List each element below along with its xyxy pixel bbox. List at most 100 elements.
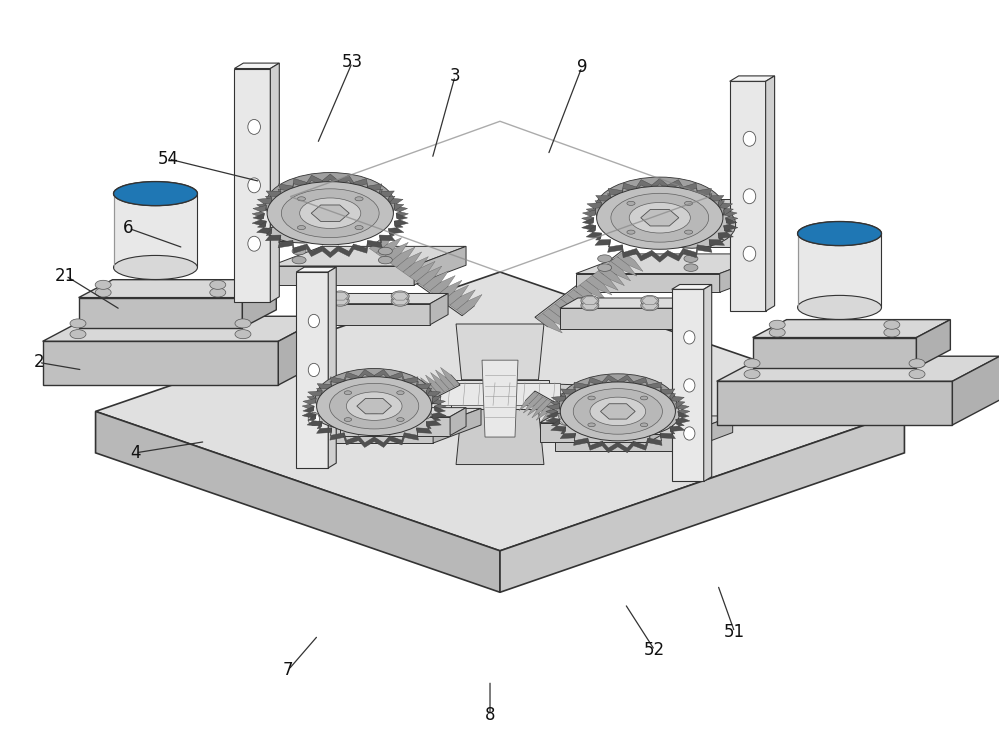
Polygon shape [436, 280, 462, 300]
Polygon shape [376, 238, 402, 258]
Polygon shape [525, 391, 578, 425]
Ellipse shape [400, 409, 414, 417]
Ellipse shape [652, 214, 668, 222]
Ellipse shape [297, 226, 306, 230]
Ellipse shape [769, 328, 785, 337]
Polygon shape [549, 384, 618, 405]
Ellipse shape [640, 423, 648, 427]
Ellipse shape [909, 359, 925, 368]
Ellipse shape [70, 330, 86, 339]
Ellipse shape [684, 379, 695, 392]
Polygon shape [730, 82, 766, 311]
Ellipse shape [359, 409, 377, 420]
Polygon shape [595, 233, 610, 245]
Polygon shape [586, 276, 612, 295]
Ellipse shape [344, 418, 352, 421]
Polygon shape [426, 391, 441, 403]
Polygon shape [265, 229, 281, 241]
Polygon shape [582, 217, 596, 231]
Ellipse shape [114, 182, 197, 205]
Polygon shape [551, 396, 566, 408]
Ellipse shape [798, 221, 881, 245]
Polygon shape [952, 356, 1000, 425]
Polygon shape [392, 297, 408, 305]
Polygon shape [404, 377, 418, 389]
Polygon shape [648, 433, 662, 445]
Ellipse shape [640, 396, 648, 400]
Polygon shape [457, 294, 482, 315]
Polygon shape [604, 392, 679, 435]
Polygon shape [535, 251, 635, 327]
Polygon shape [307, 414, 322, 427]
Polygon shape [435, 370, 454, 389]
Polygon shape [338, 244, 354, 257]
Polygon shape [482, 360, 518, 437]
Ellipse shape [297, 197, 306, 201]
Polygon shape [426, 375, 444, 394]
Ellipse shape [235, 319, 251, 328]
Polygon shape [559, 412, 575, 420]
Polygon shape [340, 408, 466, 417]
Polygon shape [540, 404, 560, 423]
Polygon shape [668, 180, 683, 193]
Polygon shape [670, 419, 685, 431]
Ellipse shape [685, 230, 693, 234]
Polygon shape [360, 406, 376, 414]
Ellipse shape [397, 391, 404, 395]
Polygon shape [536, 402, 555, 421]
Polygon shape [567, 290, 593, 310]
Polygon shape [724, 217, 738, 231]
Polygon shape [672, 289, 704, 482]
Polygon shape [328, 267, 336, 468]
Polygon shape [642, 301, 658, 310]
Polygon shape [631, 408, 649, 419]
Ellipse shape [684, 263, 698, 271]
Polygon shape [396, 252, 422, 272]
Polygon shape [430, 276, 455, 296]
Polygon shape [383, 242, 408, 263]
Ellipse shape [652, 425, 666, 433]
Polygon shape [574, 433, 588, 445]
Ellipse shape [588, 396, 595, 400]
Polygon shape [450, 408, 466, 436]
Polygon shape [270, 266, 414, 285]
Polygon shape [636, 180, 652, 193]
Ellipse shape [613, 415, 631, 426]
Ellipse shape [627, 230, 635, 234]
Polygon shape [359, 436, 374, 448]
Polygon shape [382, 384, 451, 405]
Polygon shape [256, 194, 348, 242]
Polygon shape [561, 294, 587, 314]
Polygon shape [43, 341, 278, 385]
Polygon shape [545, 406, 564, 425]
Polygon shape [433, 408, 481, 443]
Ellipse shape [361, 399, 388, 413]
Ellipse shape [397, 418, 404, 421]
Polygon shape [415, 406, 431, 414]
Text: 6: 6 [123, 219, 134, 237]
Polygon shape [257, 221, 272, 234]
Polygon shape [718, 226, 733, 239]
Text: 51: 51 [724, 623, 745, 641]
Polygon shape [394, 205, 408, 218]
Polygon shape [450, 290, 475, 310]
Polygon shape [608, 239, 622, 252]
Polygon shape [307, 175, 322, 188]
Ellipse shape [355, 226, 363, 230]
Polygon shape [720, 254, 772, 292]
Polygon shape [582, 297, 598, 304]
Ellipse shape [685, 202, 693, 205]
Polygon shape [611, 257, 637, 276]
Polygon shape [338, 175, 354, 188]
Polygon shape [766, 76, 775, 311]
Polygon shape [296, 272, 328, 468]
Polygon shape [416, 266, 442, 286]
Polygon shape [546, 403, 560, 416]
Polygon shape [683, 245, 698, 257]
Polygon shape [650, 414, 666, 442]
Polygon shape [724, 210, 738, 223]
Ellipse shape [769, 320, 785, 329]
Polygon shape [532, 399, 551, 418]
Polygon shape [586, 226, 601, 239]
Polygon shape [617, 252, 643, 271]
